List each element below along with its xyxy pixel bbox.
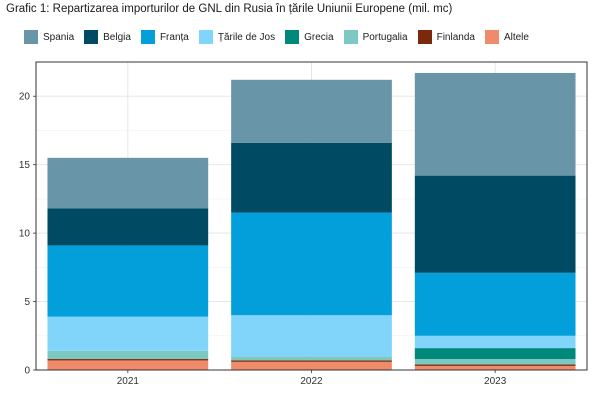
bar-segment-2022-altele [231, 361, 392, 370]
legend-swatch [417, 30, 432, 44]
legend-swatch [24, 30, 38, 44]
legend-item: Țările de Jos [198, 30, 276, 44]
legend-item: Altele [484, 30, 529, 44]
x-tick-label: 2023 [484, 376, 507, 387]
legend-swatch [198, 30, 213, 44]
bar-segment-2021-finlanda [47, 359, 209, 361]
bar-segment-2021-franța [47, 245, 209, 317]
bar-segment-2022-belgia [231, 142, 392, 213]
y-tick-label: 15 [19, 160, 31, 171]
legend-label: Altele [503, 31, 529, 43]
legend-label: Portugalia [362, 31, 408, 43]
bar-segment-2022-portugalia [231, 356, 392, 361]
y-tick-label: 5 [24, 297, 30, 308]
bar-segment-2021-spania [47, 157, 209, 209]
x-tick-label: 2021 [117, 376, 140, 387]
legend-item: Franța [140, 30, 189, 44]
legend-label: Grecia [304, 31, 334, 43]
legend-swatch [285, 30, 300, 44]
legend-label: Spania [43, 31, 75, 43]
bar-segment-2022-finlanda [231, 360, 392, 362]
y-tick-label: 20 [19, 92, 31, 103]
legend-swatch [140, 30, 155, 44]
legend-swatch [343, 30, 358, 44]
bar-segment-2021-portugalia [47, 350, 209, 360]
legend-swatch [484, 30, 499, 44]
bar-segment-2023-portugalia [414, 359, 576, 365]
legend-label: Țările de Jos [217, 31, 276, 43]
bar-segment-2022-țările-de-jos [231, 315, 392, 357]
bar-segment-2023-grecia [414, 348, 576, 360]
bar-segment-2023-spania [414, 72, 576, 176]
bar-segment-2023-altele [414, 365, 576, 370]
bar-segment-2023-franța [414, 272, 576, 336]
y-tick-label: 10 [19, 229, 31, 240]
chart-title: Grafic 1: Repartizarea importurilor de G… [6, 3, 453, 15]
bar-segment-2023-belgia [414, 175, 576, 273]
legend-item: Spania [24, 30, 74, 44]
bar-segment-2022-spania [231, 79, 392, 143]
bar-segment-2021-țările-de-jos [47, 316, 209, 351]
bar-segment-2023-finlanda [414, 364, 576, 366]
legend: Spania Belgia Franța Țările de Jos Grecia Por… [24, 30, 539, 44]
legend-label: Finlanda [436, 31, 475, 43]
legend-label: Belgia [103, 31, 131, 43]
legend-label: Franța [159, 31, 189, 43]
legend-item: Grecia [285, 30, 334, 44]
x-tick-label: 2022 [300, 376, 323, 387]
bar-segment-2021-altele [47, 360, 209, 370]
legend-item: Portugalia [343, 30, 408, 44]
legend-item: Finlanda [417, 30, 475, 44]
legend-item: Belgia [84, 30, 131, 44]
bar-segment-2023-țările-de-jos [414, 335, 576, 349]
bar-segment-2022-franța [231, 212, 392, 316]
legend-swatch [84, 30, 99, 44]
y-tick-label: 0 [24, 366, 30, 377]
bar-segment-2021-belgia [47, 208, 209, 246]
